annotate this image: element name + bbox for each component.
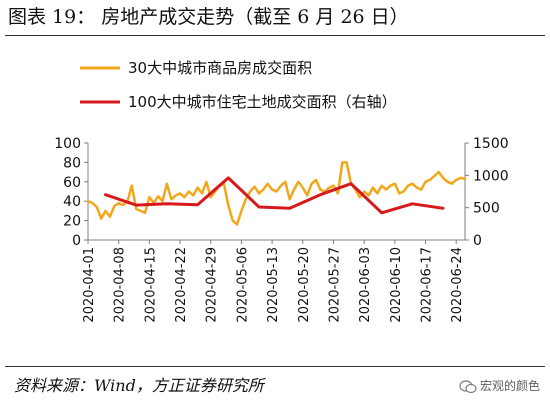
x-tick-label: 2020-05-20: [297, 247, 312, 323]
x-tick-label: 2020-05-13: [266, 247, 281, 323]
title-divider: [5, 35, 545, 36]
plot-series: [86, 161, 467, 226]
y-left-tick-label: 100: [54, 136, 81, 152]
y-left-tick-label: 40: [63, 194, 81, 210]
x-tick-label: 2020-06-17: [420, 247, 435, 323]
y-left-tick-label: 0: [72, 233, 81, 249]
watermark-text: 宏观的颜色: [479, 379, 540, 393]
series-line-land: [104, 176, 445, 215]
x-tick-label: 2020-05-27: [327, 247, 342, 323]
x-tick-label: 2020-06-10: [389, 247, 404, 323]
wechat-icon: [459, 379, 477, 393]
chart-title: 图表 19： 房地产成交走势（截至 6 月 26 日）: [8, 6, 409, 28]
x-tick-label: 2020-04-15: [143, 247, 158, 323]
x-tick-label: 2020-04-22: [174, 247, 189, 323]
legend-label-land: 100大中城市住宅土地成交面积（右轴）: [128, 93, 397, 111]
x-tick-label: 2020-04-01: [82, 247, 97, 323]
x-tick-label: 2020-06-24: [450, 247, 465, 323]
chart: 30大中城市商品房成交面积 100大中城市住宅土地成交面积（右轴） 0 20 40 6…: [54, 59, 508, 323]
y-right-tick-label: 500: [473, 201, 500, 217]
x-tick-label: 2020-04-29: [205, 247, 220, 323]
legend: 30大中城市商品房成交面积 100大中城市住宅土地成交面积（右轴）: [80, 59, 397, 111]
y-right-tick-label: 1500: [473, 136, 509, 152]
footer-divider: [5, 366, 545, 367]
y-left-tick-label: 60: [63, 175, 81, 191]
y-right-tick-label: 0: [473, 233, 482, 249]
y-left-tick-label: 80: [63, 155, 81, 171]
x-tick-label: 2020-05-06: [235, 247, 250, 323]
series-line-homes: [86, 161, 467, 226]
source-note: 资料来源：Wind，方正证券研究所: [14, 376, 264, 395]
x-tick-label: 2020-04-08: [113, 247, 128, 323]
watermark: 宏观的颜色: [459, 372, 540, 400]
y-left-tick-label: 20: [63, 214, 81, 230]
legend-label-homes: 30大中城市商品房成交面积: [128, 59, 312, 77]
x-tick-label: 2020-06-03: [358, 247, 373, 323]
y-right-tick-label: 1000: [473, 168, 509, 184]
